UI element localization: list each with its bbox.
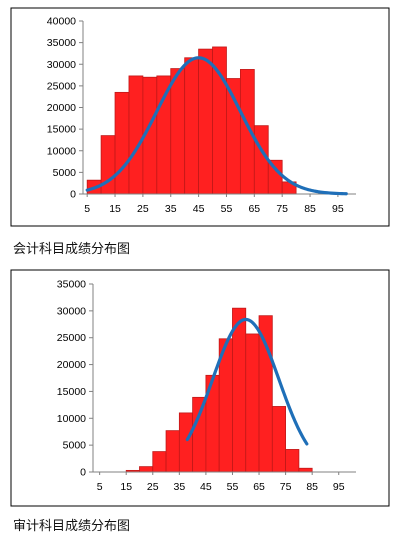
y-tick-label: 0	[70, 189, 76, 201]
x-tick-label: 25	[137, 203, 149, 215]
y-tick-label: 15000	[57, 386, 86, 398]
y-tick-label: 30000	[57, 305, 86, 317]
histogram-bar	[271, 406, 287, 473]
x-tick-label: 15	[120, 481, 132, 493]
y-tick-label: 40000	[47, 16, 76, 28]
audit-chart-panel: 0 5000 10000 15000 20000 25000 30000 35000 5 15 25…	[0, 262, 402, 541]
histogram-bar	[156, 75, 172, 195]
normal-curve	[85, 56, 348, 196]
chart-caption: 会计科目成绩分布图	[13, 242, 131, 257]
y-tick-label: 20000	[57, 359, 86, 371]
x-tick-label: 35	[165, 203, 177, 215]
y-tick-label: 5000	[63, 440, 87, 452]
x-tick-label: 45	[193, 203, 205, 215]
y-tick-label: 5000	[53, 167, 77, 179]
x-tick-label: 95	[332, 203, 344, 215]
y-tick-label: 20000	[47, 102, 76, 114]
histogram-bar	[258, 315, 273, 473]
histogram-bar	[232, 307, 247, 473]
y-tick-label: 35000	[57, 279, 86, 291]
histogram-bar	[128, 75, 144, 195]
x-tick-label: 75	[280, 481, 292, 493]
histogram-bar	[298, 467, 313, 473]
x-tick-label: 15	[109, 203, 121, 215]
histogram-bar	[114, 91, 130, 195]
histogram-bar	[178, 412, 194, 473]
x-tick-label: 55	[227, 481, 239, 493]
x-tick-label: 95	[333, 481, 345, 493]
y-tick-label: 10000	[57, 413, 86, 425]
x-tick-label: 25	[147, 481, 159, 493]
x-tick-label: 85	[304, 203, 316, 215]
x-tick-label: 75	[276, 203, 288, 215]
x-tick-label: 35	[173, 481, 185, 493]
y-tick-label: 10000	[47, 145, 76, 157]
audit-histogram: 0 5000 10000 15000 20000 25000 30000 35000 5 15 25…	[10, 269, 390, 507]
y-tick-label: 15000	[47, 124, 76, 136]
histogram-bar	[170, 68, 186, 195]
x-tick-label: 65	[253, 481, 265, 493]
x-tick-label: 5	[84, 203, 90, 215]
accounting-chart-panel: 0 5000 10000 15000 20000 25000 30000 35000 40000…	[0, 0, 402, 262]
histogram-bar	[152, 451, 167, 473]
x-tick-label: 5	[97, 481, 103, 493]
y-tick-label: 30000	[47, 59, 76, 71]
histogram-bar	[139, 466, 154, 473]
histogram-bar	[245, 333, 260, 473]
x-tick-label: 85	[306, 481, 318, 493]
y-tick-label: 35000	[47, 37, 76, 49]
histogram-bar	[285, 449, 300, 473]
y-tick-label: 25000	[47, 80, 76, 92]
x-tick-label: 65	[248, 203, 260, 215]
histogram-bar	[184, 57, 200, 195]
y-tick-label: 25000	[57, 332, 86, 344]
histogram-bar	[165, 430, 180, 473]
histogram-bar	[192, 396, 207, 473]
x-tick-label: 45	[200, 481, 212, 493]
y-tick-label: 0	[80, 467, 86, 479]
accounting-histogram: 0 5000 10000 15000 20000 25000 30000 35000 40000…	[10, 7, 390, 227]
normal-curve	[185, 317, 309, 446]
chart-caption: 审计科目成绩分布图	[13, 519, 131, 534]
histogram-bar	[198, 48, 213, 195]
x-tick-label: 55	[221, 203, 233, 215]
